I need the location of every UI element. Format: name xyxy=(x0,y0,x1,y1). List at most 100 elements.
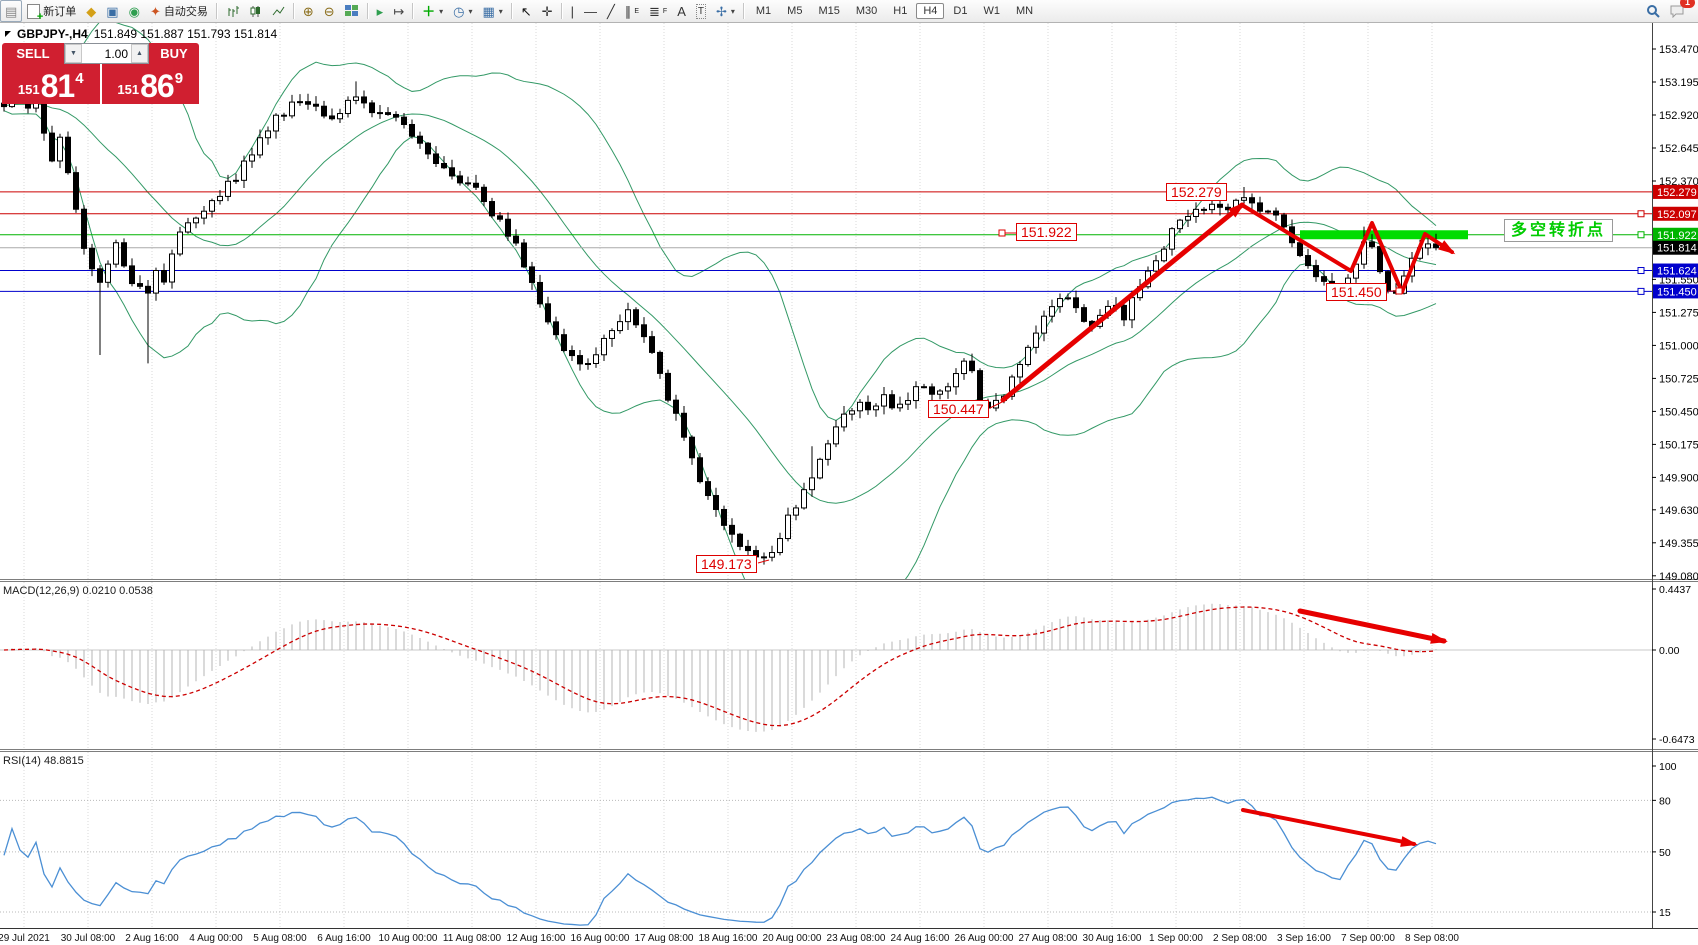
indicators-button[interactable]: ＋ ▾ xyxy=(422,3,444,19)
svg-text:151.275: 151.275 xyxy=(1659,307,1698,319)
zoom-in-icon[interactable]: ⊕ xyxy=(302,3,314,19)
vertical-line-icon[interactable]: | xyxy=(570,3,574,19)
trendline-icon[interactable]: ╱ xyxy=(607,3,615,19)
signals-icon[interactable]: ◉ xyxy=(128,3,140,19)
svg-text:150.175: 150.175 xyxy=(1659,439,1698,451)
crosshair-icon[interactable]: ✛ xyxy=(541,3,553,19)
fibonacci-icon[interactable]: ≣ F xyxy=(649,3,668,19)
symbol-header: GBPJPY-,H4 151.849 151.887 151.793 151.8… xyxy=(5,27,277,41)
volume-increase-button[interactable]: ▲ xyxy=(131,44,148,63)
new-order-icon xyxy=(27,3,43,23)
macd-header: MACD(12,26,9) 0.0210 0.0538 xyxy=(3,585,153,597)
text-label-icon[interactable]: T xyxy=(695,3,706,19)
timeframe-h1[interactable]: H1 xyxy=(893,5,908,17)
sell-button[interactable]: SELL xyxy=(2,43,64,64)
candlesticks xyxy=(1,69,1439,565)
svg-text:4 Aug 00:00: 4 Aug 00:00 xyxy=(189,933,243,944)
horizontal-line-icon[interactable]: — xyxy=(584,3,597,19)
svg-text:50: 50 xyxy=(1659,847,1671,859)
terminal-icon[interactable]: ▣ xyxy=(106,3,119,19)
rsi-header: RSI(14) 48.8815 xyxy=(3,755,84,767)
timeframe-m1[interactable]: M1 xyxy=(755,5,772,17)
market-watch-icon[interactable]: ◆ xyxy=(86,3,97,19)
svg-text:23 Aug 08:00: 23 Aug 08:00 xyxy=(827,933,886,944)
turning-point-label[interactable]: 多空转折点 xyxy=(1504,219,1614,242)
symbol-name: GBPJPY-,H4 xyxy=(17,27,88,41)
symbol-ohlc: 151.849 151.887 151.793 151.814 xyxy=(93,27,278,41)
separator xyxy=(412,3,415,19)
timeframe-m30[interactable]: M30 xyxy=(855,5,878,17)
svg-text:152.279: 152.279 xyxy=(1657,187,1697,199)
notification-badge: 1 xyxy=(1680,0,1695,8)
svg-text:2 Aug 16:00: 2 Aug 16:00 xyxy=(125,933,179,944)
price-axis: 153.470153.195152.920152.645152.370151.5… xyxy=(1637,44,1698,919)
svg-text:149.080: 149.080 xyxy=(1659,571,1698,583)
arrows-tool-icon[interactable]: ✢ ▾ xyxy=(715,3,735,19)
text-icon[interactable]: A xyxy=(677,3,686,19)
timeframe-m5[interactable]: M5 xyxy=(787,5,803,17)
svg-text:16 Aug 00:00: 16 Aug 00:00 xyxy=(571,933,630,944)
zoom-out-icon[interactable]: ⊖ xyxy=(323,3,335,19)
volume-input[interactable] xyxy=(82,44,131,63)
time-axis: 29 Jul 2021 30 Jul 08:00 2 Aug 16:00 4 Aug … xyxy=(0,933,1459,944)
cursor-icon[interactable]: ↖ xyxy=(520,3,532,19)
svg-text:1 Sep 00:00: 1 Sep 00:00 xyxy=(1149,933,1203,944)
panel-frame xyxy=(0,22,1698,929)
svg-text:6 Aug 16:00: 6 Aug 16:00 xyxy=(317,933,371,944)
svg-text:0.00: 0.00 xyxy=(1659,645,1680,657)
svg-text:0.4437: 0.4437 xyxy=(1659,584,1691,596)
volume-box: ▼ ▲ xyxy=(64,43,149,64)
notifications-icon[interactable]: 1 xyxy=(1665,0,1695,22)
svg-text:20 Aug 00:00: 20 Aug 00:00 xyxy=(763,933,822,944)
price-label-150447[interactable]: 150.447 xyxy=(928,400,989,418)
price-label-152279[interactable]: 152.279 xyxy=(1166,183,1227,201)
svg-text:152.097: 152.097 xyxy=(1657,209,1697,221)
new-order-button[interactable]: 新订单 xyxy=(22,0,81,23)
separator xyxy=(742,3,745,19)
channel-icon[interactable]: ∥ E xyxy=(624,3,639,19)
buy-button[interactable]: BUY xyxy=(149,43,199,64)
ask-price[interactable]: 151 86 9 xyxy=(101,64,199,104)
separator xyxy=(560,3,563,19)
svg-text:151.814: 151.814 xyxy=(1657,243,1697,255)
separator xyxy=(366,3,369,19)
price-label-149173[interactable]: 149.173 xyxy=(696,555,757,573)
candlestick-chart-icon[interactable] xyxy=(244,0,267,22)
price-label-151922[interactable]: 151.922 xyxy=(1016,223,1077,241)
line-chart-icon[interactable] xyxy=(267,0,290,22)
timeframe-mn[interactable]: MN xyxy=(1015,5,1034,17)
price-label-151450[interactable]: 151.450 xyxy=(1326,283,1387,301)
bar-chart-icon[interactable] xyxy=(221,0,244,22)
timeframe-h4[interactable]: H4 xyxy=(916,3,945,19)
bid-price[interactable]: 151 81 4 xyxy=(2,64,100,104)
svg-text:151.624: 151.624 xyxy=(1657,266,1697,278)
svg-text:30 Jul 08:00: 30 Jul 08:00 xyxy=(61,933,116,944)
tile-windows-icon[interactable] xyxy=(340,0,364,22)
auto-scroll-icon[interactable]: ▸ xyxy=(376,3,384,19)
timeframe-w1[interactable]: W1 xyxy=(983,5,1000,17)
svg-text:152.645: 152.645 xyxy=(1659,143,1698,155)
chart-window-icon[interactable]: ▤ xyxy=(0,0,23,22)
chart-shift-icon[interactable]: ↦ xyxy=(393,3,405,19)
auto-trading-button[interactable]: ✦ 自动交易 xyxy=(145,0,213,22)
separator xyxy=(292,3,295,19)
timeframe-m15[interactable]: M15 xyxy=(818,5,840,17)
svg-text:7 Sep 00:00: 7 Sep 00:00 xyxy=(1341,933,1395,944)
svg-text:153.195: 153.195 xyxy=(1659,77,1698,89)
auto-trading-icon: ✦ xyxy=(149,3,161,19)
svg-text:151.000: 151.000 xyxy=(1659,340,1698,352)
templates-button[interactable]: ▦ ▾ xyxy=(482,3,503,19)
svg-text:18 Aug 16:00: 18 Aug 16:00 xyxy=(699,933,758,944)
periods-button[interactable]: ◷ ▾ xyxy=(453,3,473,19)
timeframe-d1[interactable]: D1 xyxy=(953,5,968,17)
symbol-marker-icon xyxy=(5,31,11,37)
svg-text:26 Aug 00:00: 26 Aug 00:00 xyxy=(955,933,1014,944)
svg-text:-0.6473: -0.6473 xyxy=(1659,734,1695,746)
svg-text:27 Aug 08:00: 27 Aug 08:00 xyxy=(1019,933,1078,944)
volume-decrease-button[interactable]: ▼ xyxy=(65,44,82,63)
search-icon[interactable] xyxy=(1641,0,1665,22)
svg-text:152.920: 152.920 xyxy=(1659,110,1698,122)
svg-text:149.630: 149.630 xyxy=(1659,505,1698,517)
separator xyxy=(510,3,513,19)
